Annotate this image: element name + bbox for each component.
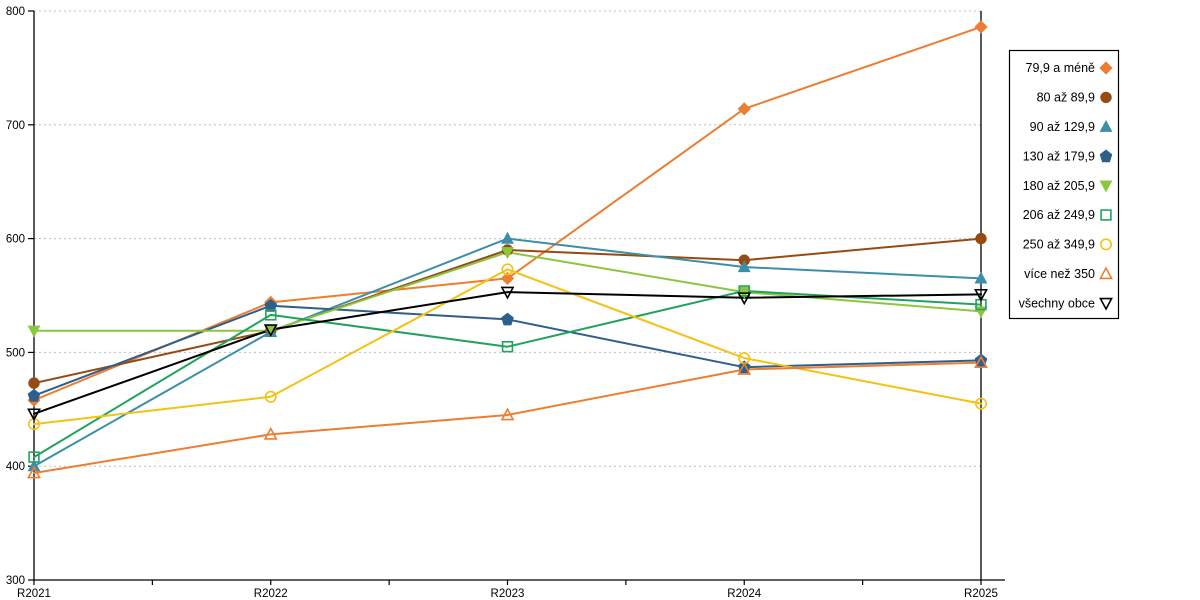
x-axis-label-R2022: R2022 bbox=[254, 588, 288, 600]
data-point-marker-s9-R2024 bbox=[737, 292, 752, 306]
legend-box bbox=[1008, 49, 1120, 320]
legend-marker-triangle-up-icon bbox=[1099, 119, 1113, 132]
data-point-marker-s3-R2023 bbox=[501, 231, 514, 244]
data-point-marker-s8-R2024 bbox=[737, 361, 752, 375]
legend-item-4: 130 až 179,9 bbox=[1023, 149, 1113, 163]
legend-label-7: 250 až 349,9 bbox=[1023, 238, 1095, 252]
legend-marker-diamond-icon bbox=[1099, 61, 1113, 75]
legend-marker-circle-icon bbox=[1100, 238, 1113, 251]
legend-marker-pentagon-icon bbox=[1099, 149, 1113, 163]
y-axis-label-600: 600 bbox=[6, 234, 25, 246]
legend-item-6: 206 až 249,9 bbox=[1023, 208, 1112, 222]
data-point-marker-s6-R2023 bbox=[501, 341, 514, 353]
axes: 300 400 500 600 700 800 R2021 R2022 R2023 R2024 R2… bbox=[6, 6, 1005, 600]
legend-label-1: 79,9 a méně bbox=[1026, 61, 1096, 75]
x-axis-label-R2021: R2021 bbox=[17, 588, 51, 600]
data-point-marker-s6-R2022 bbox=[265, 309, 277, 321]
data-point-marker-s8-R2022 bbox=[263, 426, 278, 440]
data-point-marker-s4-R2023 bbox=[501, 312, 514, 326]
data-point-marker-s8-R2021 bbox=[27, 465, 41, 479]
y-axis-label-700: 700 bbox=[6, 120, 25, 132]
y-axis-label-300: 300 bbox=[6, 575, 25, 587]
legend-item-8: více než 350 bbox=[1024, 266, 1113, 281]
series-line-9 bbox=[33, 291, 982, 415]
data-point-marker-s9-R2022 bbox=[263, 324, 278, 338]
legend-label-6: 206 až 249,9 bbox=[1023, 208, 1095, 222]
x-axis-label-R2023: R2023 bbox=[491, 588, 525, 600]
series-line-7 bbox=[33, 268, 982, 426]
legend-item-9: všechny obce bbox=[1019, 296, 1113, 311]
legend-item-3: 90 až 129,9 bbox=[1030, 119, 1113, 134]
y-axis-label-800: 800 bbox=[6, 6, 25, 18]
legend-item-2: 80 až 89,9 bbox=[1037, 91, 1112, 105]
data-point-marker-s2-R2021 bbox=[28, 377, 40, 389]
legend-label-8: více než 350 bbox=[1024, 267, 1095, 281]
data-point-marker-s4-R2022 bbox=[264, 299, 278, 312]
data-point-marker-s3-R2024 bbox=[737, 260, 751, 273]
legend-marker-triangle-up-icon bbox=[1099, 266, 1113, 280]
data-point-marker-s1-R2025 bbox=[974, 20, 988, 34]
x-axis-label-R2025: R2025 bbox=[964, 588, 998, 600]
series-line-6 bbox=[33, 289, 982, 459]
data-point-marker-s9-R2025 bbox=[974, 288, 988, 302]
data-point-marker-s7-R2023 bbox=[501, 263, 514, 276]
data-point-marker-s2-R2025 bbox=[975, 232, 987, 245]
y-axis-label-500: 500 bbox=[6, 347, 25, 359]
legend-marker-triangle-down-icon bbox=[1099, 180, 1113, 193]
series-markers bbox=[27, 20, 988, 479]
data-point-marker-s6-R2024 bbox=[738, 285, 750, 297]
legend-item-1: 79,9 a méně bbox=[1026, 61, 1113, 75]
legend-marker-triangle-down-icon bbox=[1099, 297, 1113, 311]
data-point-marker-s3-R2025 bbox=[974, 271, 988, 284]
series-line-1 bbox=[33, 25, 982, 402]
series-line-2 bbox=[33, 237, 982, 385]
series-line-8 bbox=[33, 361, 982, 475]
data-point-marker-s4-R2021 bbox=[27, 388, 41, 402]
legend-item-7: 250 až 349,9 bbox=[1023, 238, 1113, 252]
data-point-marker-s5-R2023 bbox=[501, 247, 514, 260]
data-point-marker-s1-R2024 bbox=[737, 102, 751, 116]
data-point-marker-s9-R2023 bbox=[500, 286, 515, 300]
legend-label-2: 80 až 89,9 bbox=[1037, 91, 1095, 105]
data-point-marker-s1-R2023 bbox=[500, 271, 515, 286]
data-point-marker-s5-R2021 bbox=[27, 325, 41, 338]
data-point-marker-s8-R2025 bbox=[974, 355, 988, 369]
y-axis-label-400: 400 bbox=[6, 461, 25, 473]
legend-marker-square-icon bbox=[1100, 209, 1112, 221]
data-point-marker-s6-R2021 bbox=[28, 451, 40, 463]
data-point-marker-s8-R2023 bbox=[500, 407, 515, 421]
data-point-marker-s7-R2025 bbox=[974, 397, 987, 410]
legend-label-3: 90 až 129,9 bbox=[1030, 120, 1095, 134]
legend-label-9: všechny obce bbox=[1019, 296, 1095, 310]
data-point-marker-s7-R2022 bbox=[264, 390, 277, 403]
legend-item-5: 180 až 205,9 bbox=[1023, 179, 1113, 193]
x-axis-label-R2024: R2024 bbox=[727, 588, 761, 600]
legend-marker-circle-icon bbox=[1100, 91, 1112, 104]
data-point-marker-s9-R2021 bbox=[27, 408, 41, 422]
legend: 79,9 a méně 80 až 89,9 90 až 129,9 130 až 1… bbox=[1008, 49, 1120, 320]
legend-label-5: 180 až 205,9 bbox=[1023, 179, 1095, 193]
legend-label-4: 130 až 179,9 bbox=[1023, 149, 1095, 163]
